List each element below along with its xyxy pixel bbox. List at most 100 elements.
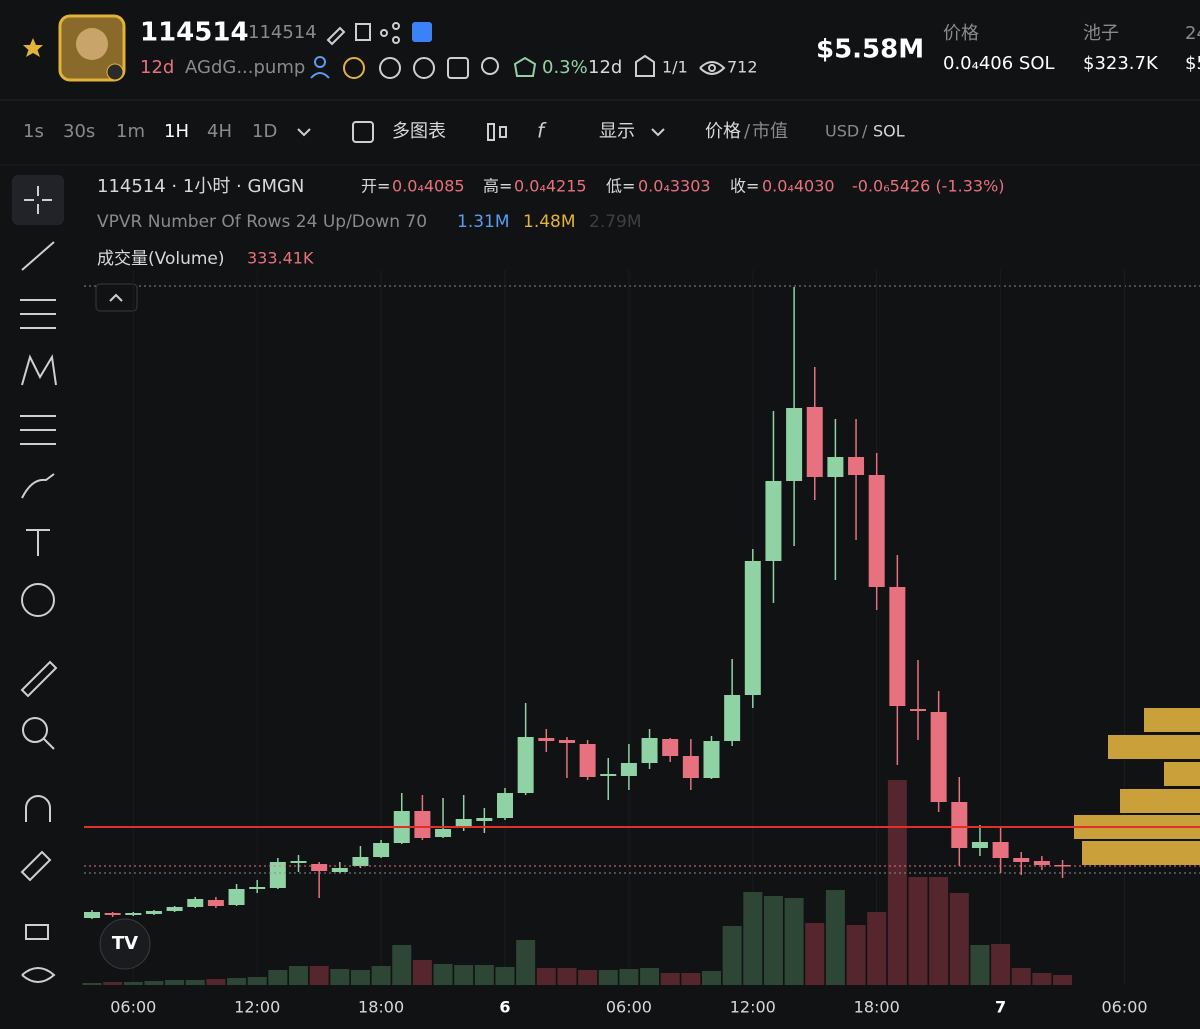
- pool-value: $323.7K: [1083, 53, 1159, 74]
- candle-body: [951, 802, 968, 848]
- volume-bar: [268, 970, 288, 985]
- display-dropdown[interactable]: [651, 128, 665, 137]
- candle-body: [166, 907, 183, 911]
- interval-option[interactable]: 1m: [116, 121, 145, 142]
- x-tick-label: 18:00: [358, 998, 404, 1017]
- tradingview-logo[interactable]: [99, 918, 151, 970]
- vpvr-up: 1.31M: [457, 212, 510, 232]
- volume-bar: [578, 970, 598, 985]
- close-value: 0.0₄4030: [762, 177, 835, 196]
- price-toggle[interactable]: 价格: [705, 121, 741, 142]
- volume-bar: [557, 967, 577, 985]
- volume24-label: 24: [1185, 23, 1200, 44]
- volume-bar: [227, 978, 247, 985]
- volume-bar: [640, 967, 660, 985]
- candle-body: [662, 739, 679, 756]
- volume-bar: [309, 966, 329, 985]
- candle-body: [1033, 861, 1050, 865]
- separator: /: [744, 121, 751, 142]
- volume-bar: [1053, 975, 1073, 985]
- x-tick-label: 6: [499, 998, 510, 1017]
- multi-chart-checkbox[interactable]: [352, 121, 374, 143]
- multi-chart[interactable]: 多图表: [392, 121, 446, 142]
- volume-bar: [82, 982, 102, 985]
- drawing-tools[interactable]: [20, 186, 58, 983]
- volume-bar: [247, 976, 267, 985]
- candle-body: [600, 774, 617, 776]
- mcap-toggle[interactable]: 市值: [752, 121, 788, 142]
- candle-body: [992, 842, 1009, 858]
- dev-ratio: 1/1: [662, 58, 688, 77]
- interval-dropdown[interactable]: [297, 128, 311, 137]
- chart-type-icons[interactable]: f: [487, 119, 547, 143]
- volume24-value: $5: [1185, 53, 1200, 74]
- x-tick-label: 7: [995, 998, 1006, 1017]
- volume-bar: [722, 926, 742, 985]
- crosshair-tool[interactable]: [12, 175, 64, 225]
- volume-bar: [516, 940, 536, 985]
- view-count: 712: [727, 58, 758, 77]
- interval-option[interactable]: 1D: [252, 121, 277, 142]
- candle-body: [517, 737, 534, 793]
- candle-body: [765, 481, 782, 561]
- volume-bar: [702, 970, 721, 985]
- candle-body: [414, 811, 431, 838]
- sol-toggle[interactable]: SOL: [873, 122, 905, 141]
- candle-body: [269, 862, 286, 888]
- interval-option[interactable]: 30s: [63, 121, 95, 142]
- usd-toggle[interactable]: USD: [825, 122, 859, 141]
- volume-bar: [763, 896, 783, 985]
- favorite-star[interactable]: [23, 38, 43, 57]
- edit-badge[interactable]: [106, 63, 124, 81]
- contract-address[interactable]: AGdG...pump: [185, 57, 305, 78]
- vpvr-bar: [1120, 789, 1200, 813]
- volume-bar: [206, 979, 226, 985]
- candle-body: [620, 763, 637, 776]
- display-menu[interactable]: 显示: [599, 121, 635, 142]
- top10-share: 0.3%: [542, 57, 588, 78]
- candle-body: [84, 912, 100, 918]
- candle-body: [724, 695, 741, 741]
- twitter-badge[interactable]: [412, 22, 432, 42]
- x-tick-label: 12:00: [234, 998, 280, 1017]
- volume-bar: [474, 964, 494, 985]
- interval-option[interactable]: 1s: [23, 121, 44, 142]
- candle-body: [249, 887, 266, 889]
- volume-bar: [867, 911, 887, 985]
- candle-body: [868, 475, 885, 587]
- volume-bar: [433, 964, 453, 985]
- pool-label: 池子: [1083, 23, 1119, 44]
- candle-body: [373, 843, 390, 857]
- close-label: 收=: [730, 177, 759, 196]
- volume-bar: [598, 970, 618, 985]
- x-axis: 06:00 12:00 18:00 6 06:00 12:00 18:00 7 06:00: [110, 998, 1147, 1017]
- candle-body: [476, 818, 493, 821]
- candle-body: [786, 408, 803, 481]
- volume-bar: [619, 969, 639, 985]
- volume-bar: [784, 898, 804, 985]
- candle-body: [311, 864, 328, 871]
- info-icons[interactable]: [310, 54, 726, 79]
- candle-body: [187, 899, 204, 907]
- high-value: 0.0₄4215: [514, 177, 587, 196]
- collapse-legend[interactable]: [95, 283, 138, 312]
- token-age: 12d: [140, 57, 174, 78]
- token-ticker: 114514: [248, 22, 317, 43]
- interval-option[interactable]: 4H: [207, 121, 232, 142]
- interval-option[interactable]: 1H: [164, 121, 189, 142]
- volume-bar: [123, 982, 143, 985]
- candle-body: [435, 829, 452, 837]
- volume-bar: [371, 966, 391, 985]
- volume-bar: [805, 923, 825, 985]
- candle-body: [497, 793, 513, 818]
- candle-body: [228, 889, 245, 905]
- candle-body: [827, 457, 844, 477]
- high-label: 高=: [483, 177, 512, 196]
- header-icons[interactable]: [326, 22, 400, 46]
- volume-profile: [1074, 708, 1200, 865]
- svg-text:f: f: [537, 119, 547, 143]
- volume-bar: [681, 973, 701, 985]
- candle-body: [558, 740, 575, 743]
- candle-body: [1013, 858, 1030, 862]
